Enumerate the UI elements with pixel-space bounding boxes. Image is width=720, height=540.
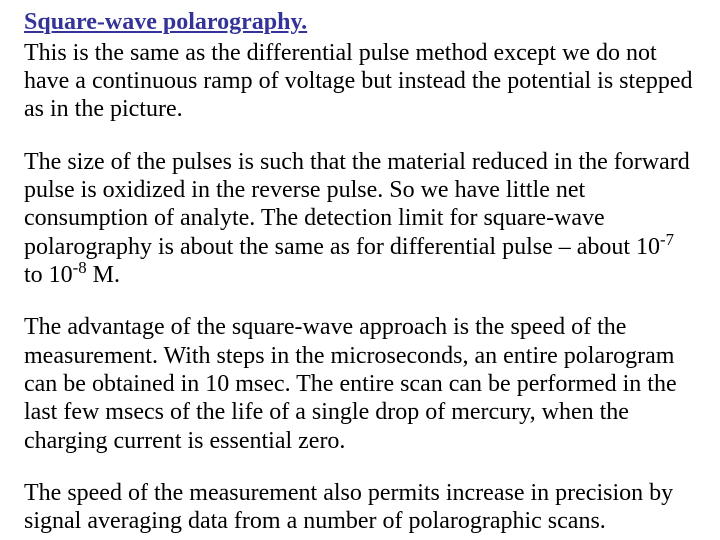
paragraph-precision: The speed of the measurement also permit… [24, 479, 696, 536]
paragraph-gap [24, 455, 696, 479]
paragraph-pulses-detection: The size of the pulses is such that the … [24, 148, 696, 290]
paragraph-intro: This is the same as the differential pul… [24, 39, 696, 124]
paragraph-advantage-speed: The advantage of the square-wave approac… [24, 313, 696, 455]
paragraph-gap [24, 124, 696, 148]
slide: Square-wave polarography. This is the sa… [0, 0, 720, 540]
paragraph-gap [24, 289, 696, 313]
slide-title: Square-wave polarography. [24, 8, 696, 37]
